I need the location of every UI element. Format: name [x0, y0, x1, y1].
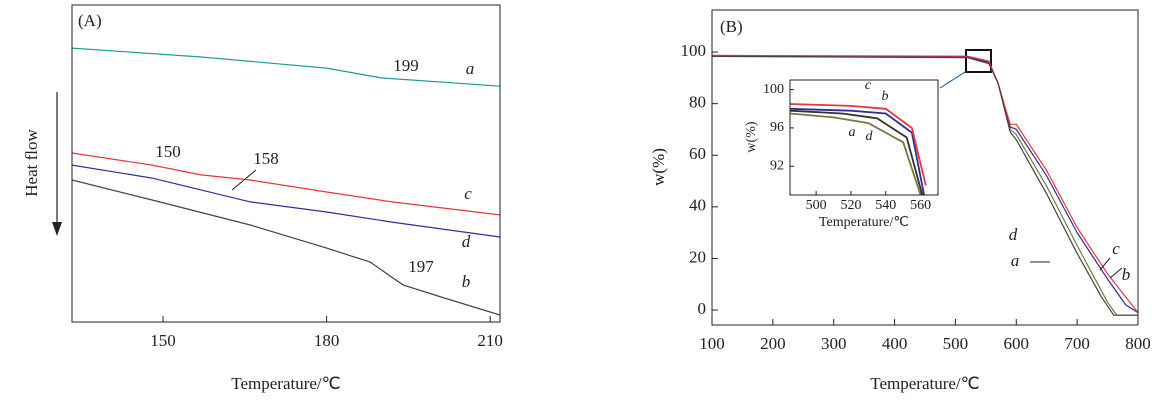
series-label: a [849, 125, 856, 140]
annotation: 197 [408, 257, 434, 276]
leader-line [1109, 267, 1123, 279]
series-line [790, 103, 927, 186]
y-tick-label: 0 [698, 299, 707, 318]
x-tick-label: 100 [699, 334, 725, 353]
x-axis-label: Temperature/℃ [231, 374, 340, 393]
series-label: b [462, 272, 471, 291]
zoom-box [965, 49, 992, 73]
x-tick-label: 400 [882, 334, 908, 353]
series-line [790, 107, 925, 195]
series-label: d [1009, 225, 1018, 244]
series-line [712, 55, 1138, 316]
x-tick-label: 300 [821, 334, 847, 353]
panel-label: (B) [720, 17, 743, 36]
y-tick-label: 96 [770, 120, 784, 135]
x-tick-label: 800 [1125, 334, 1151, 353]
y-tick-label: 92 [770, 158, 784, 173]
annotation: 158 [253, 149, 279, 168]
y-axis-label: w(%) [649, 148, 668, 186]
series-line [790, 112, 922, 195]
y-tick-label: 40 [689, 196, 706, 215]
series-line [72, 152, 500, 216]
series-line [790, 109, 924, 195]
plot-frame [71, 4, 501, 323]
x-tick-label: 520 [840, 198, 861, 213]
x-tick-label: 180 [314, 331, 340, 350]
y-tick-label: 20 [689, 247, 706, 266]
y-tick-label: 80 [689, 93, 706, 112]
series-line [72, 164, 500, 238]
x-tick-label: 560 [910, 198, 931, 213]
series-label: d [866, 129, 874, 144]
y-axis-label: w(%) [744, 121, 759, 152]
series-line [72, 179, 500, 316]
series-line [712, 54, 1138, 313]
panel-label: (A) [78, 11, 102, 30]
y-tick-label: 60 [689, 144, 706, 163]
leader-line [1099, 257, 1111, 271]
series-line [72, 47, 500, 87]
x-tick-label: 150 [150, 331, 176, 350]
x-tick-label: 210 [477, 331, 503, 350]
series-label: a [1011, 251, 1020, 270]
x-tick-label: 200 [760, 334, 786, 353]
x-axis-label: Temperature/℃ [819, 215, 909, 230]
series-label: c [1112, 239, 1120, 258]
annotation: 199 [393, 56, 419, 75]
plot-frame [711, 9, 1139, 326]
series-label: c [865, 78, 872, 93]
series-label: c [464, 184, 472, 203]
x-tick-label: 500 [943, 334, 969, 353]
annotation: 150 [155, 142, 181, 161]
series-label: b [1122, 265, 1131, 284]
x-axis-label: Temperature/℃ [870, 374, 979, 393]
arrow-head [52, 222, 62, 236]
series-label: a [466, 59, 475, 78]
series-label: d [462, 232, 471, 251]
x-tick-label: 500 [806, 198, 827, 213]
y-tick-label: 100 [763, 82, 784, 97]
y-axis-label: Heat flow [22, 129, 41, 197]
series-line [712, 55, 1138, 314]
plot-frame [789, 79, 939, 196]
y-tick-label: 100 [681, 41, 707, 60]
x-tick-label: 600 [1004, 334, 1030, 353]
x-tick-label: 700 [1064, 334, 1090, 353]
x-tick-label: 540 [875, 198, 896, 213]
series-label: b [882, 89, 889, 104]
leader-line [231, 169, 257, 191]
zoom-connector [939, 71, 966, 89]
